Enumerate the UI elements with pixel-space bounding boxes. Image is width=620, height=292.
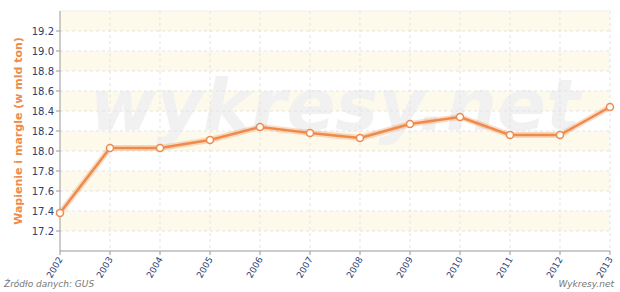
line-shadow [60, 107, 610, 213]
y-tick-label: 17.4 [32, 206, 54, 217]
x-grid [210, 11, 211, 251]
y-tick-label: 18.6 [32, 86, 54, 97]
y-tick-label: 17.2 [32, 226, 54, 237]
y-tick-label: 19.0 [32, 46, 54, 57]
y-grid [60, 31, 610, 32]
x-grid [610, 11, 611, 251]
x-tick [160, 251, 161, 255]
x-tick-label: 2010 [445, 255, 465, 280]
band [60, 11, 610, 31]
x-grid [460, 11, 461, 251]
x-tick-label: 2003 [95, 255, 115, 280]
marker [357, 135, 364, 142]
x-grid [410, 11, 411, 251]
x-grid [360, 11, 361, 251]
y-grid [60, 131, 610, 132]
x-tick [510, 251, 511, 255]
marker [307, 130, 314, 137]
y-grid [60, 71, 610, 72]
x-tick [210, 251, 211, 255]
y-grid [60, 211, 610, 212]
x-tick [460, 251, 461, 255]
x-tick-label: 2008 [345, 255, 365, 280]
frame-top [60, 11, 610, 12]
x-tick [110, 251, 111, 255]
band [60, 171, 610, 191]
line [60, 107, 610, 213]
series [57, 104, 614, 217]
marker [107, 145, 114, 152]
y-tick [56, 111, 60, 112]
x-axis [60, 251, 610, 252]
x-tick-label: 2005 [195, 255, 215, 280]
x-tick-label: 2002 [45, 255, 65, 280]
y-tick [56, 71, 60, 72]
y-tick-label: 17.8 [32, 166, 54, 177]
x-tick-label: 2013 [595, 255, 615, 280]
y-grid [60, 51, 610, 52]
y-tick [56, 191, 60, 192]
marker [207, 137, 214, 144]
x-tick-label: 2004 [145, 255, 165, 280]
y-tick [56, 231, 60, 232]
y-grid [60, 111, 610, 112]
x-tick-label: 2012 [545, 255, 565, 280]
x-tick [610, 251, 611, 255]
marker [507, 132, 514, 139]
source: Źródło danych: GUS [3, 278, 94, 289]
y-tick-label: 18.0 [32, 146, 54, 157]
x-tick [560, 251, 561, 255]
x-tick-label: 2006 [245, 255, 265, 280]
y-grid [60, 171, 610, 172]
x-tick-label: 2009 [395, 255, 415, 280]
x-tick-label: 2011 [495, 255, 515, 280]
band [60, 211, 610, 231]
x-tick-label: 2007 [295, 255, 315, 280]
y-axis-label: Wapienie i margle (w mld ton) [12, 37, 25, 225]
x-tick [410, 251, 411, 255]
x-tick [310, 251, 311, 255]
y-tick [56, 171, 60, 172]
marker [457, 114, 464, 121]
y-tick-label: 17.6 [32, 186, 54, 197]
y-grid [60, 191, 610, 192]
chart: wykresy.net17.217.417.617.818.018.218.41… [0, 0, 620, 292]
y-tick [56, 151, 60, 152]
y-tick-label: 19.2 [32, 26, 54, 37]
marker [607, 104, 614, 111]
y-tick [56, 31, 60, 32]
x-tick [260, 251, 261, 255]
credit: Wykresy.net [558, 279, 614, 289]
y-tick [56, 91, 60, 92]
y-tick-label: 18.2 [32, 126, 54, 137]
marker [407, 121, 414, 128]
y-grid [60, 91, 610, 92]
y-tick [56, 131, 60, 132]
x-grid [160, 11, 161, 251]
y-tick-label: 18.4 [32, 106, 54, 117]
y-grid [60, 231, 610, 232]
y-tick-label: 18.8 [32, 66, 54, 77]
x-tick [360, 251, 361, 255]
x-tick [60, 251, 61, 255]
marker [157, 145, 164, 152]
x-grid [110, 11, 111, 251]
marker [557, 132, 564, 139]
marker [257, 124, 264, 131]
marker [57, 210, 64, 217]
y-tick [56, 51, 60, 52]
